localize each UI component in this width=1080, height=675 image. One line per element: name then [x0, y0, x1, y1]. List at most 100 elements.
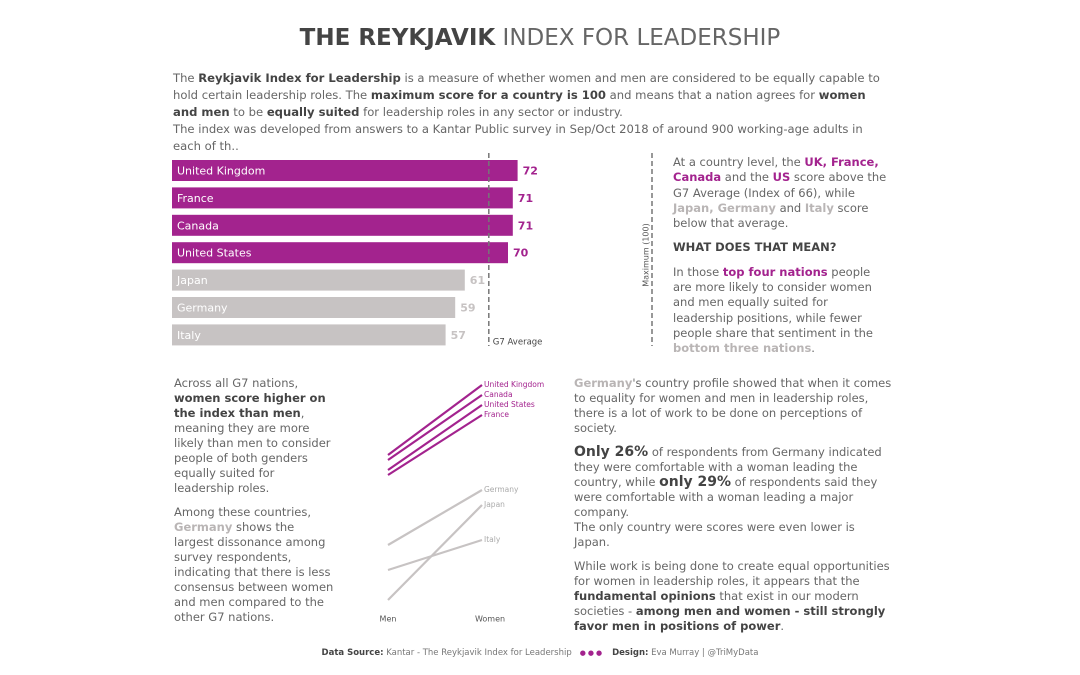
bar — [172, 324, 446, 346]
text-run: 's country profile showed that when it c… — [574, 376, 892, 435]
value-label: 59 — [460, 302, 475, 315]
bar — [172, 187, 513, 209]
reference-label: G7 Average — [493, 338, 543, 348]
paragraph: Germany's country profile showed that wh… — [574, 376, 892, 436]
paragraph: Across all G7 nations, women score highe… — [174, 376, 334, 496]
text-run: top four nations — [722, 264, 828, 279]
text-run: Reykjavik Index for Leadership — [198, 71, 401, 85]
text-run: UK, France, Canada — [673, 155, 879, 185]
paragraph: At a country level, the UK, France, Cana… — [673, 155, 888, 231]
text-run: Kantar - The Reykjavik Index for Leaders… — [383, 648, 572, 658]
footer: Data Source: Kantar - The Reykjavik Inde… — [0, 646, 1080, 661]
separator-dots: ●●● — [579, 649, 605, 657]
bar-label: United States — [177, 247, 252, 260]
slope-line — [387, 504, 483, 601]
bar — [172, 242, 508, 264]
slope-line — [387, 394, 483, 461]
text-run: Germany — [574, 376, 633, 390]
text-run: Among these countries, — [174, 505, 312, 519]
series-label: United Kingdom — [484, 380, 544, 389]
text-run: is a measure of whether women and men ar… — [173, 71, 880, 102]
text-run: score below that average. — [673, 200, 869, 231]
text-run: shows the largest dissonance among surve… — [174, 520, 334, 624]
text-run: US — [772, 170, 791, 185]
x-tick-label: Women — [475, 615, 505, 624]
text-run: Across all G7 nations, — [174, 376, 299, 390]
text-run: fundamental opinions — [574, 589, 716, 603]
paragraph: WHAT DOES THAT MEAN? — [673, 240, 888, 255]
bar — [172, 297, 456, 318]
text-run: . — [811, 341, 815, 356]
series-label: United States — [484, 400, 535, 409]
text-run: and — [775, 200, 805, 215]
text-run: women score higher on the index than men — [174, 391, 326, 420]
text-run: that exist in our modern societies - — [574, 589, 859, 618]
title: THE REYKJAVIK INDEX FOR LEADERSHIP — [0, 24, 1080, 52]
text-run: While work is being done to create equal… — [574, 559, 890, 588]
text-run: THE REYKJAVIK — [299, 25, 496, 51]
germany-text: Germany's country profile showed that wh… — [574, 376, 892, 643]
value-label: 72 — [523, 165, 538, 178]
text-run: equally suited — [266, 105, 360, 119]
text-run: Eva Murray | @TriMyData — [648, 648, 759, 658]
text-run: Data Source: — [321, 648, 384, 658]
text-run: for leadership roles in any sector or in… — [359, 105, 623, 119]
text-run: In those — [673, 264, 723, 279]
bar-label: Japan — [176, 274, 208, 287]
text-run: bottom three nations — [673, 341, 812, 356]
slope-line — [387, 384, 483, 456]
bar — [172, 160, 518, 181]
text-run: Italy — [804, 200, 834, 215]
slope-line — [387, 489, 483, 546]
series-label: Germany — [484, 485, 519, 494]
text-run: WHAT DOES THAT MEAN? — [673, 240, 837, 255]
text-run: The only country were scores were even l… — [574, 520, 855, 549]
bar-label: United Kingdom — [177, 165, 265, 178]
slope-line — [387, 414, 483, 476]
series-label: Japan — [483, 500, 505, 509]
text-run: Germany — [174, 520, 233, 534]
slope-line — [387, 404, 483, 471]
value-label: 71 — [518, 219, 533, 232]
text-run: score above the G7 Average (Index of 66)… — [673, 170, 887, 200]
text-run: only 29% — [659, 474, 732, 490]
bar-label: France — [177, 192, 214, 205]
text-run: women and men — [173, 88, 866, 119]
paragraph: While work is being done to create equal… — [574, 559, 892, 634]
text-run: Japan, Germany — [673, 200, 776, 215]
paragraph: Only 26% of respondents from Germany ind… — [574, 445, 892, 550]
text-run: Design: — [612, 648, 649, 658]
text-run: and means that a nation agrees for — [605, 88, 819, 102]
text-run: . — [780, 619, 785, 633]
text-run: of respondents said they were comfortabl… — [574, 475, 878, 519]
bar-label: Canada — [177, 219, 219, 232]
text-run: Only 26% — [574, 444, 649, 460]
text-run: to be — [229, 105, 267, 119]
bar-label: Germany — [177, 302, 228, 315]
gender-text: Across all G7 nations, women score highe… — [174, 376, 334, 634]
intro: The Reykjavik Index for Leadership is a … — [173, 70, 893, 155]
bar — [172, 214, 513, 236]
bar-label: Italy — [177, 329, 201, 342]
text-run: among men and women - still strongly fav… — [574, 604, 886, 633]
text-run: and the — [721, 170, 773, 185]
value-label: 61 — [470, 274, 485, 287]
text-run: At a country level, the — [673, 155, 805, 169]
x-tick-label: Men — [380, 615, 397, 624]
paragraph: In those top four nations people are mor… — [673, 265, 888, 357]
paragraph: Among these countries, Germany shows the… — [174, 505, 334, 625]
text-run: maximum score for a country is 100 — [370, 88, 606, 102]
paragraph: The index was developed from answers to … — [173, 121, 893, 155]
series-label: France — [484, 410, 509, 419]
value-label: 70 — [513, 247, 529, 260]
text-run: of respondents from Germany indicated th… — [574, 445, 882, 489]
reference-label: Maximum (100) — [642, 223, 651, 286]
bar — [172, 269, 465, 291]
text-run: , meaning they are more likely than men … — [174, 406, 331, 495]
series-label: Canada — [484, 390, 513, 399]
value-label: 57 — [451, 329, 466, 342]
text-run: INDEX FOR LEADERSHIP — [495, 25, 781, 51]
value-label: 71 — [518, 192, 533, 205]
